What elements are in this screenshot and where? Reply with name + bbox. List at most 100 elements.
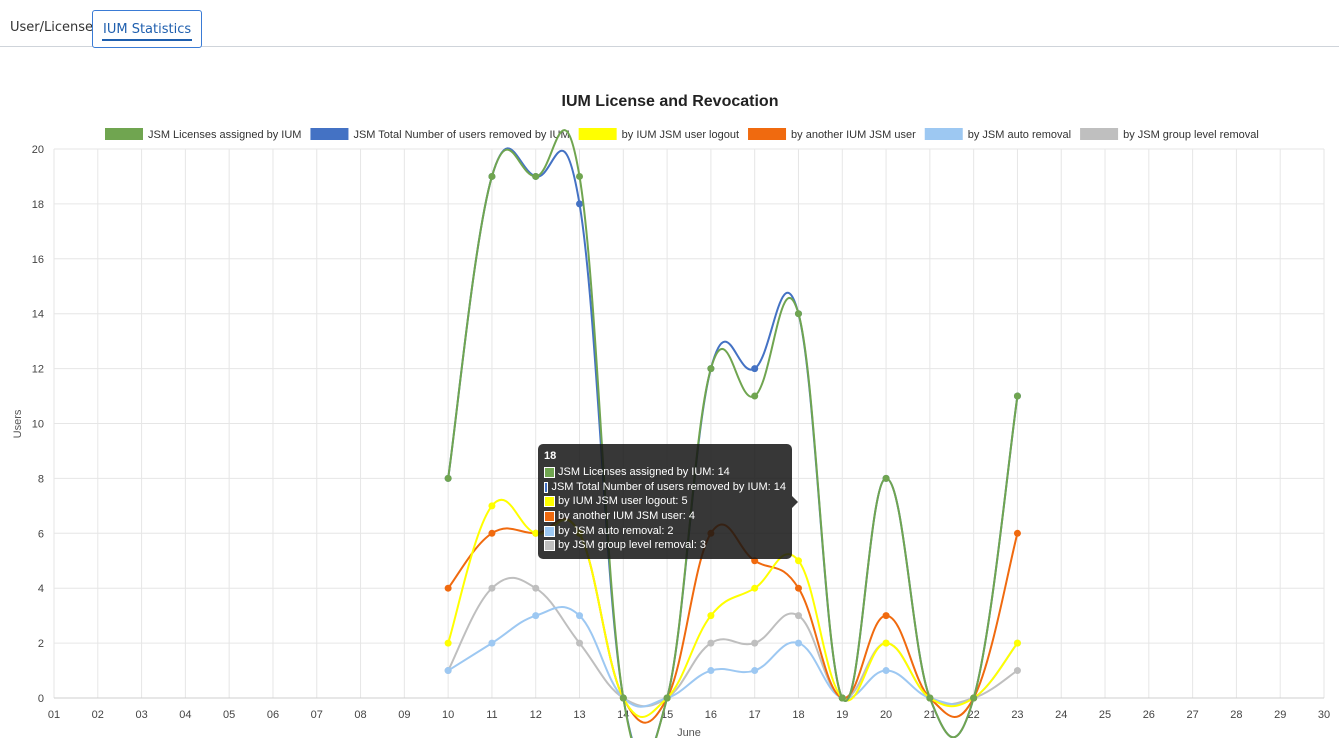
data-point[interactable] bbox=[663, 694, 671, 702]
x-tick-label: 08 bbox=[354, 709, 366, 721]
chart-tooltip: 18 JSM Licenses assigned by IUM: 14 JSM … bbox=[538, 444, 798, 559]
data-point[interactable] bbox=[444, 667, 452, 675]
series-line bbox=[447, 129, 1019, 738]
data-point[interactable] bbox=[707, 365, 715, 373]
data-point[interactable] bbox=[576, 172, 584, 180]
y-tick-label: 14 bbox=[32, 309, 44, 321]
data-point[interactable] bbox=[488, 584, 496, 592]
data-point[interactable] bbox=[882, 639, 890, 647]
x-tick-label: 03 bbox=[135, 709, 147, 721]
tooltip-row-label: JSM Licenses assigned by IUM: 14 bbox=[558, 466, 730, 478]
data-point[interactable] bbox=[838, 694, 846, 702]
x-tick-label: 05 bbox=[223, 709, 235, 721]
data-point[interactable] bbox=[444, 639, 452, 647]
x-tick-label: 22 bbox=[968, 709, 980, 721]
y-axis-label: Users bbox=[12, 409, 24, 438]
legend-label: JSM Licenses assigned by IUM bbox=[148, 129, 301, 141]
x-tick-label: 24 bbox=[1055, 709, 1067, 721]
legend-swatch bbox=[105, 128, 143, 140]
tooltip-row: JSM Licenses assigned by IUM: 14 bbox=[544, 465, 786, 480]
data-point[interactable] bbox=[488, 172, 496, 180]
data-point[interactable] bbox=[751, 392, 759, 400]
series-line bbox=[447, 605, 1019, 708]
data-point[interactable] bbox=[576, 612, 584, 620]
data-point[interactable] bbox=[1013, 667, 1021, 675]
legend-item[interactable]: by JSM group level removal bbox=[1080, 128, 1259, 141]
data-point[interactable] bbox=[751, 639, 759, 647]
x-tick-label: 21 bbox=[924, 709, 936, 721]
legend-item[interactable]: by JSM auto removal bbox=[924, 128, 1071, 141]
data-point[interactable] bbox=[882, 474, 890, 482]
x-tick-label: 29 bbox=[1274, 709, 1286, 721]
data-point[interactable] bbox=[1013, 529, 1021, 537]
legend-swatch bbox=[748, 128, 787, 140]
data-point[interactable] bbox=[488, 639, 496, 647]
data-point[interactable] bbox=[444, 584, 452, 592]
data-point[interactable] bbox=[882, 612, 890, 620]
data-point[interactable] bbox=[619, 694, 627, 702]
data-point[interactable] bbox=[794, 557, 802, 565]
x-tick-label: 02 bbox=[92, 709, 104, 721]
data-point[interactable] bbox=[794, 639, 802, 647]
data-point[interactable] bbox=[532, 172, 540, 180]
tab-user-licenses[interactable]: User/Licenses bbox=[10, 20, 100, 35]
tooltip-swatch bbox=[544, 540, 555, 552]
tooltip-row-label: by JSM group level removal: 3 bbox=[558, 539, 706, 552]
data-point[interactable] bbox=[444, 474, 452, 482]
legend-swatch bbox=[310, 128, 349, 140]
data-point[interactable] bbox=[751, 584, 759, 592]
data-point[interactable] bbox=[751, 667, 759, 675]
tooltip-swatch bbox=[544, 496, 555, 508]
series-group bbox=[444, 129, 1021, 738]
y-tick-label: 2 bbox=[38, 638, 44, 650]
data-point[interactable] bbox=[532, 584, 540, 592]
data-point[interactable] bbox=[1013, 392, 1021, 400]
tooltip-row: by IUM JSM user logout: 5 bbox=[544, 494, 786, 509]
legend-item[interactable]: by another IUM JSM user bbox=[748, 128, 916, 141]
data-point[interactable] bbox=[751, 557, 759, 565]
x-tick-label: 06 bbox=[267, 709, 279, 721]
series-group bbox=[444, 605, 1021, 708]
legend-label: by another IUM JSM user bbox=[791, 129, 916, 141]
legend-label: by JSM auto removal bbox=[968, 129, 1071, 141]
tooltip-swatch bbox=[544, 481, 549, 493]
x-tick-label: 27 bbox=[1186, 709, 1198, 721]
tooltip-title: 18 bbox=[544, 450, 557, 462]
legend-swatch bbox=[924, 128, 963, 140]
tab-ium-statistics[interactable]: IUM Statistics bbox=[92, 10, 203, 48]
data-point[interactable] bbox=[532, 612, 540, 620]
y-tick-label: 0 bbox=[38, 693, 44, 705]
data-point[interactable] bbox=[488, 529, 496, 537]
data-point[interactable] bbox=[707, 612, 715, 620]
data-point[interactable] bbox=[707, 667, 715, 675]
data-point[interactable] bbox=[882, 667, 890, 675]
data-point[interactable] bbox=[1013, 639, 1021, 647]
x-tick-label: 10 bbox=[442, 709, 454, 721]
data-point[interactable] bbox=[707, 639, 715, 647]
tooltip-row: by JSM auto removal: 2 bbox=[544, 524, 786, 539]
data-point[interactable] bbox=[576, 200, 584, 208]
chart-grid bbox=[53, 148, 1325, 699]
y-axis: 0 2 4 6 8 10 12 14 16 18 20 bbox=[32, 144, 44, 705]
data-point[interactable] bbox=[576, 639, 584, 647]
data-point[interactable] bbox=[794, 584, 802, 592]
y-tick-label: 12 bbox=[32, 364, 44, 376]
y-tick-label: 18 bbox=[32, 199, 44, 211]
x-tick-label: 17 bbox=[749, 709, 761, 721]
data-point[interactable] bbox=[488, 502, 496, 510]
data-point[interactable] bbox=[926, 694, 934, 702]
tooltip-row: by another IUM JSM user: 4 bbox=[544, 509, 786, 524]
data-point[interactable] bbox=[970, 694, 978, 702]
legend-item[interactable]: JSM Total Number of users removed by IUM bbox=[310, 128, 570, 141]
tooltip-swatch bbox=[544, 466, 555, 478]
tooltip-row-label: by IUM JSM user logout: 5 bbox=[558, 495, 688, 508]
x-tick-label: 18 bbox=[792, 709, 804, 721]
data-point[interactable] bbox=[532, 529, 540, 537]
legend-item[interactable]: by IUM JSM user logout bbox=[578, 128, 739, 141]
legend-item[interactable]: JSM Licenses assigned by IUM bbox=[105, 128, 301, 141]
data-point[interactable] bbox=[751, 365, 759, 373]
data-point[interactable] bbox=[794, 612, 802, 620]
y-tick-label: 10 bbox=[32, 419, 44, 431]
x-tick-label: 30 bbox=[1318, 709, 1330, 721]
data-point[interactable] bbox=[794, 310, 802, 318]
